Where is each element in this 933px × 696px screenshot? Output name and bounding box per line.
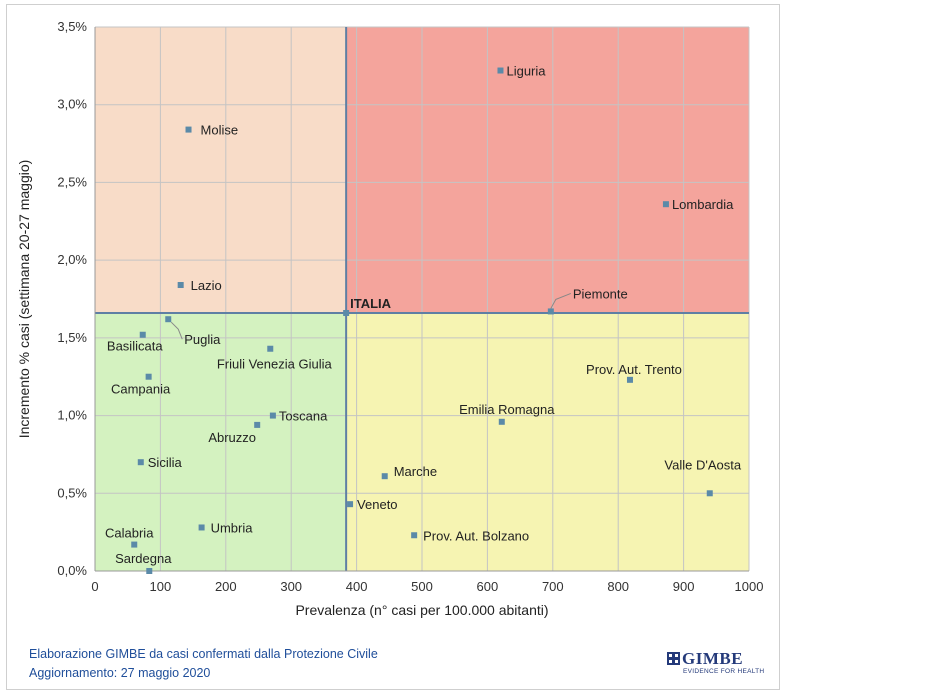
x-tick-label-6: 600: [477, 579, 499, 594]
chart-frame: ITALIA 0 100 200 300 400 500 600 700 800 900 1000 0…: [6, 4, 780, 690]
point-marker-friuli-venezia-giulia: [267, 345, 274, 352]
gimbe-logo-mark-icon: [667, 652, 680, 665]
x-tick-label-4: 400: [346, 579, 368, 594]
leader-line-piemonte: [550, 292, 572, 309]
point-label-prov-aut-trento: Prov. Aut. Trento: [586, 362, 682, 377]
y-tick-label-1: 0,5%: [57, 485, 87, 500]
point-label-friuli-venezia-giulia: Friuli Venezia Giulia: [217, 357, 333, 372]
point-label-italia: ITALIA: [350, 296, 392, 311]
point-marker-lombardia: [662, 201, 669, 208]
leader-line-puglia: [170, 321, 183, 340]
point-marker-prov-aut-bolzano: [411, 532, 418, 539]
x-tick-label-7: 700: [542, 579, 564, 594]
gimbe-logo-name: GIMBE: [682, 649, 744, 668]
point-label-calabria: Calabria: [105, 526, 154, 541]
point-marker-emilia-romagna: [498, 418, 505, 425]
reference-lines: ITALIA: [95, 27, 749, 571]
point-label-campania: Campania: [111, 382, 171, 397]
x-tick-label-2: 200: [215, 579, 237, 594]
y-tick-label-3: 1,5%: [57, 330, 87, 345]
point-marker-molise: [185, 126, 192, 133]
point-label-abruzzo: Abruzzo: [208, 430, 256, 445]
point-marker-marche: [381, 473, 388, 480]
y-axis-title: Incremento % casi (settimana 20-27 maggi…: [16, 160, 32, 439]
point-label-basilicata: Basilicata: [107, 339, 163, 354]
point-label-lombardia: Lombardia: [672, 197, 734, 212]
point-label-piemonte: Piemonte: [573, 286, 628, 301]
point-marker-liguria: [497, 67, 504, 74]
point-label-sardegna: Sardegna: [115, 551, 172, 566]
point-marker-sardegna: [146, 568, 153, 574]
point-marker-toscana: [269, 412, 276, 419]
point-label-valle-d-aosta: Valle D'Aosta: [664, 457, 741, 472]
point-marker-campania: [145, 373, 152, 380]
point-label-emilia-romagna: Emilia Romagna: [459, 402, 555, 417]
point-marker-prov-aut-trento: [626, 376, 633, 383]
axes: 0 100 200 300 400 500 600 700 800 900 1000 0,0% 0,5%…: [57, 19, 763, 594]
quadrant-backgrounds: [95, 27, 749, 571]
point-label-sicilia: Sicilia: [148, 455, 183, 470]
point-marker-lazio: [177, 282, 184, 289]
x-tick-label-10: 1000: [735, 579, 764, 594]
y-tick-label-5: 2,5%: [57, 174, 87, 189]
y-tick-label-2: 1,0%: [57, 408, 87, 423]
footer-note: Elaborazione GIMBE da casi confermati da…: [29, 645, 378, 683]
x-axis-title: Prevalenza (n° casi per 100.000 abitanti…: [295, 602, 548, 618]
x-tick-label-8: 800: [607, 579, 629, 594]
x-tick-label-3: 300: [280, 579, 302, 594]
scatter-chart: ITALIA 0 100 200 300 400 500 600 700 800 900 10000…: [16, 19, 763, 618]
y-tick-label-4: 2,0%: [57, 252, 87, 267]
quadrant-bottom-right: [346, 312, 749, 571]
point-marker-sicilia: [137, 459, 144, 466]
point-marker-veneto: [347, 501, 354, 508]
x-tick-label-5: 500: [411, 579, 433, 594]
gimbe-logo: GIMBE EVIDENCE FOR HEALTH: [667, 649, 764, 679]
point-marker-abruzzo: [254, 421, 261, 428]
quadrant-top-right: [346, 27, 749, 313]
point-marker-piemonte: [547, 308, 554, 315]
y-tick-label-0: 0,0%: [57, 563, 87, 578]
quadrant-top-left: [95, 27, 347, 313]
point-label-puglia: Puglia: [184, 332, 221, 347]
gimbe-logo-tagline: EVIDENCE FOR HEALTH: [683, 668, 765, 675]
point-label-umbria: Umbria: [211, 520, 254, 535]
point-label-liguria: Liguria: [506, 64, 546, 79]
data-points: Liguria Molise Lombardia Lazio Piemonte Pugli…: [105, 64, 742, 574]
point-label-molise: Molise: [201, 123, 239, 138]
point-marker-basilicata: [139, 331, 146, 338]
x-tick-label-1: 100: [150, 579, 172, 594]
footer-source: Elaborazione GIMBE da casi confermati da…: [29, 647, 378, 661]
point-marker-puglia: [165, 316, 172, 323]
point-label-toscana: Toscana: [279, 409, 328, 424]
point-marker-valle-d-aosta: [706, 490, 713, 497]
y-tick-label-7: 3,5%: [57, 19, 87, 34]
x-tick-label-0: 0: [91, 579, 98, 594]
point-label-prov-aut-bolzano: Prov. Aut. Bolzano: [423, 528, 529, 543]
point-marker-italia: [343, 309, 350, 316]
point-marker-umbria: [198, 524, 205, 531]
point-marker-calabria: [131, 541, 138, 548]
y-tick-label-6: 3,0%: [57, 97, 87, 112]
point-label-lazio: Lazio: [191, 278, 222, 293]
x-tick-label-9: 900: [673, 579, 695, 594]
point-label-veneto: Veneto: [357, 497, 398, 512]
point-label-marche: Marche: [394, 464, 437, 479]
quadrant-bottom-left: [95, 312, 347, 571]
footer-update: Aggiornamento: 27 maggio 2020: [29, 666, 211, 680]
